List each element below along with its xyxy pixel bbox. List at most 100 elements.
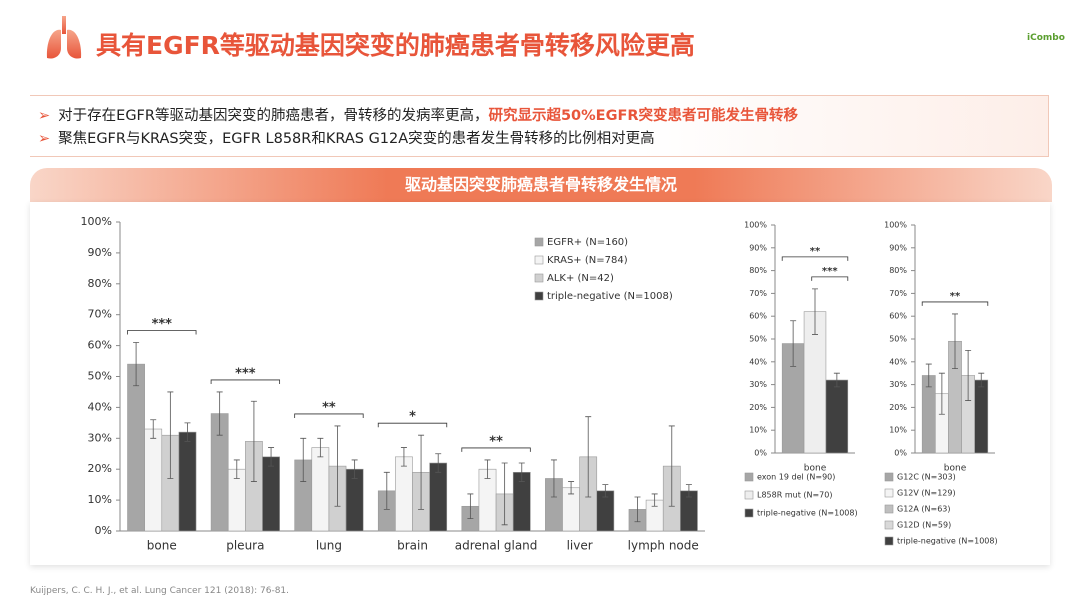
- y-tick-label: 90%: [889, 243, 907, 252]
- error-bar: [418, 434, 425, 510]
- error-bar: [216, 391, 223, 436]
- error-bar: [250, 400, 257, 482]
- legend-swatch: [884, 504, 894, 514]
- legend-label: triple-negative (N=1008): [757, 509, 858, 518]
- y-tick-label: 80%: [88, 277, 112, 290]
- bullet-highlight: 研究显示超50%EGFR突变患者可能发生骨转移: [488, 108, 799, 124]
- legend-swatch: [534, 273, 544, 283]
- error-bar: [300, 437, 307, 482]
- error-bar: [833, 372, 840, 388]
- y-tick-label: 70%: [749, 289, 767, 298]
- bullet: ➢ 聚焦EGFR与KRAS突变，EGFR L858R和KRAS G12A突变的患者…: [38, 131, 655, 147]
- y-tick-label: 60%: [88, 339, 112, 352]
- bar: [262, 456, 280, 532]
- y-tick-label: 60%: [889, 312, 907, 321]
- legend-label: exon 19 del (N=90): [757, 473, 835, 482]
- legend-swatch: [884, 472, 894, 482]
- y-tick-label: 30%: [749, 380, 767, 389]
- bar: [825, 379, 849, 454]
- error-bar: [184, 422, 191, 442]
- error-bar: [518, 462, 525, 482]
- legend-label: KRAS+ (N=784): [547, 255, 628, 266]
- x-tick-label: adrenal gland: [455, 539, 538, 553]
- significance-bracket: [294, 413, 364, 418]
- legend-swatch: [744, 508, 754, 518]
- legend-label: G12D (N=59): [897, 521, 951, 530]
- significance-bracket: [921, 301, 989, 306]
- y-tick-label: 60%: [749, 312, 767, 321]
- bullet-text: 对于存在EGFR等驱动基因突变的肺癌患者，骨转移的发病率更高，: [58, 108, 489, 124]
- legend-swatch: [744, 472, 754, 482]
- error-bar: [550, 459, 557, 498]
- y-tick-label: 100%: [884, 221, 907, 230]
- error-bar: [167, 391, 174, 479]
- y-tick-label: 30%: [889, 380, 907, 389]
- error-bar: [602, 484, 609, 498]
- error-bar: [383, 471, 390, 510]
- y-tick-label: 40%: [749, 357, 767, 366]
- legend-label: G12C (N=303): [897, 473, 956, 482]
- section-banner: 驱动基因突变肺癌患者骨转移发生情况: [30, 168, 1052, 202]
- error-bar: [952, 313, 958, 370]
- lung-icon: [46, 16, 82, 59]
- y-tick-label: 20%: [88, 462, 112, 475]
- y-tick-label: 90%: [88, 246, 112, 259]
- bar: [429, 462, 448, 532]
- bullet: ➢ 对于存在EGFR等驱动基因突变的肺癌患者，骨转移的发病率更高，研究显示超50%…: [38, 108, 799, 124]
- error-bar: [585, 416, 592, 498]
- significance-label: *: [409, 410, 416, 425]
- error-bar: [334, 425, 341, 507]
- error-bar: [467, 493, 474, 520]
- error-bar: [812, 288, 818, 335]
- legend-swatch: [884, 488, 894, 498]
- y-tick-label: 80%: [749, 266, 767, 275]
- legend-label: EGFR+ (N=160): [547, 237, 628, 248]
- x-tick-label: bone: [804, 464, 827, 474]
- significance-label: ***: [235, 366, 256, 381]
- error-bar: [400, 447, 407, 467]
- significance-bracket: [781, 256, 849, 261]
- legend-swatch: [534, 255, 544, 265]
- legend-swatch: [534, 291, 544, 301]
- slide-title: 具有EGFR等驱动基因突变的肺癌患者骨转移风险更高: [96, 31, 695, 60]
- legend-label: triple-negative (N=1008): [547, 291, 673, 302]
- bar: [311, 447, 330, 532]
- error-bar: [925, 363, 932, 388]
- x-tick-label: bone: [147, 539, 177, 553]
- y-tick-label: 20%: [749, 403, 767, 412]
- significance-label: **: [950, 291, 961, 302]
- error-bar: [501, 462, 508, 526]
- chart: 0% 10% 20% 30% 40% 50% 60% 70% 80% 90% 100% bone ** G…: [884, 221, 998, 546]
- error-bar: [634, 496, 641, 523]
- significance-label: **: [489, 434, 503, 449]
- x-tick-label: brain: [397, 539, 428, 553]
- x-tick-label: pleura: [226, 539, 264, 553]
- y-tick-label: 70%: [889, 289, 907, 298]
- legend-label: L858R mut (N=70): [757, 491, 832, 500]
- error-bar: [351, 459, 358, 479]
- error-bar: [651, 493, 658, 507]
- significance-label: **: [322, 400, 336, 415]
- bar: [974, 379, 989, 454]
- error-bar: [938, 372, 945, 415]
- y-tick-label: 50%: [889, 335, 907, 344]
- error-bar: [150, 419, 157, 439]
- y-tick-label: 0%: [95, 524, 112, 537]
- significance-bracket: [811, 276, 849, 281]
- significance-label: **: [810, 246, 821, 257]
- legend-swatch: [744, 490, 754, 500]
- logo: iCombo: [1027, 33, 1065, 43]
- bar: [395, 456, 413, 532]
- error-bar: [790, 320, 797, 367]
- y-tick-label: 80%: [889, 266, 907, 275]
- bar: [178, 431, 197, 532]
- y-tick-label: 40%: [889, 357, 907, 366]
- y-tick-label: 100%: [744, 221, 767, 230]
- legend-swatch: [534, 237, 544, 247]
- significance-bracket: [461, 447, 531, 452]
- legend-label: triple-negative (N=1008): [897, 537, 998, 546]
- y-tick-label: 70%: [88, 308, 112, 321]
- bar: [144, 428, 163, 532]
- error-bar: [685, 484, 692, 498]
